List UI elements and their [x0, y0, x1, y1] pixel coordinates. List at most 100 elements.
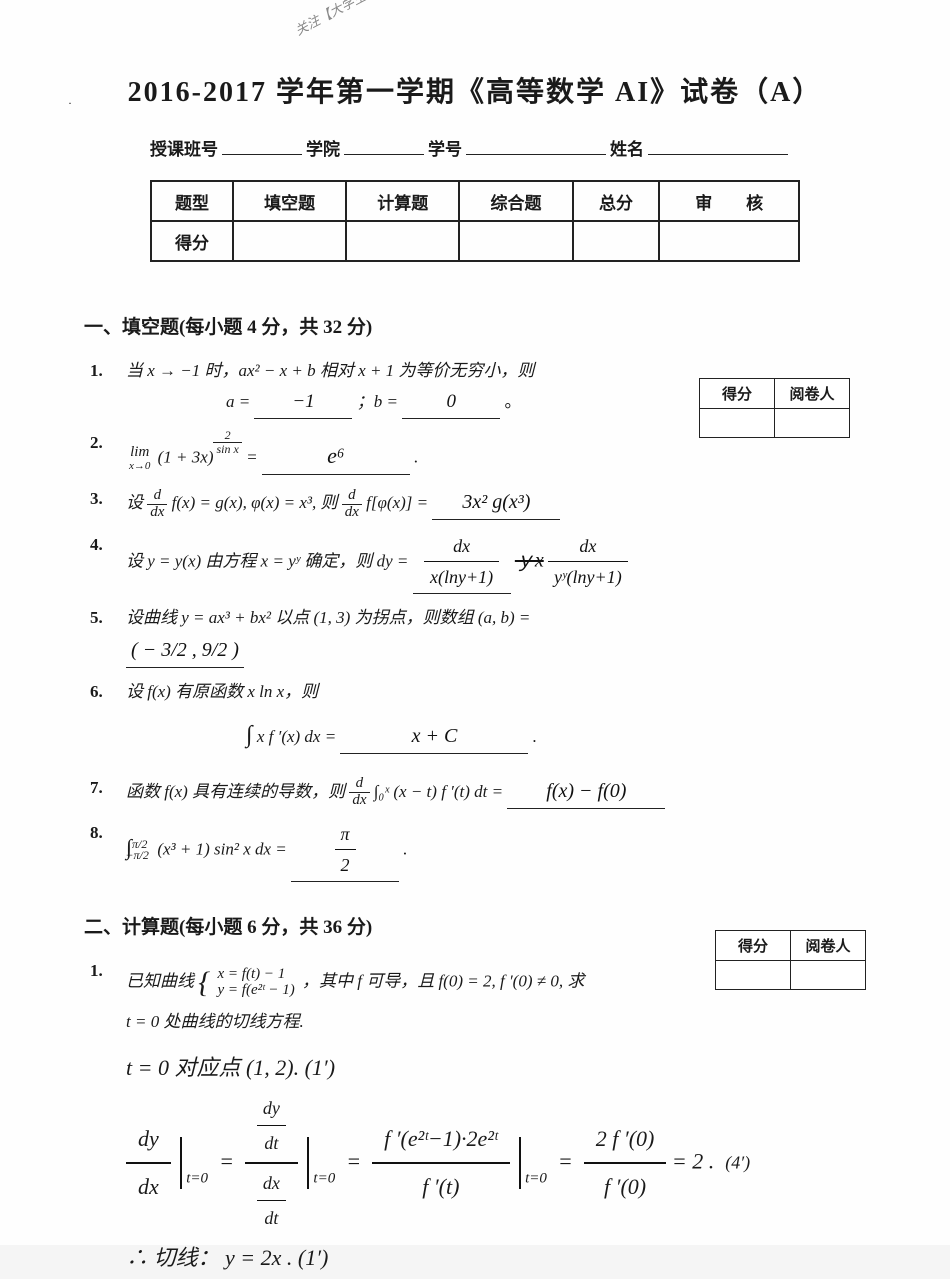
- brace-top: x = f(t) − 1: [215, 967, 298, 983]
- qbody: 设曲线 y = ax³ + bx² 以点 (1, 3) 为拐点，则数组 (a, …: [126, 604, 880, 668]
- hdr-type: 题型: [151, 181, 233, 221]
- q7-deriv: ∫₀ˣ (x − t) f ′(t) dt =: [374, 782, 508, 801]
- lim-sub: x→0: [126, 461, 153, 473]
- id-label: 学号: [428, 135, 462, 160]
- q8-body: (x³ + 1) sin² x dx =: [157, 839, 291, 858]
- q1-text-b: a =: [226, 392, 254, 411]
- hdr-review: 审 核: [659, 181, 799, 221]
- cell-blank[interactable]: [346, 221, 459, 261]
- score-box-2: 得分阅卷人: [715, 930, 866, 990]
- cell-blank[interactable]: [716, 961, 791, 990]
- qnum: 8.: [90, 819, 126, 848]
- work-line-2: dydx t=0 = dydt dxdt t=0 = f ′(e²ᵗ−1)·2e…: [126, 1089, 880, 1238]
- pts: (4′): [725, 1152, 750, 1172]
- q1-text-c: ；b =: [357, 392, 402, 411]
- work-line-3: ∴ 切线： y = 2x . (1′): [126, 1237, 880, 1279]
- qnum: 2.: [90, 429, 126, 458]
- class-blank[interactable]: [222, 137, 302, 155]
- hdr-total: 总分: [573, 181, 660, 221]
- exp-d: sin x: [213, 443, 241, 456]
- college-blank[interactable]: [344, 137, 424, 155]
- q7-ans[interactable]: f(x) − f(0): [507, 774, 665, 809]
- q5-ans[interactable]: ( − 3/2 , 9/2 ): [126, 633, 244, 668]
- q8-ans[interactable]: π2: [291, 819, 399, 882]
- eq2: = 2 .: [672, 1148, 714, 1173]
- q3-df2: f[φ(x)] =: [366, 493, 432, 512]
- hdr-comp: 综合题: [459, 181, 572, 221]
- c1-text3: t = 0 处曲线的切线方程.: [126, 1012, 304, 1031]
- qnum: 7.: [90, 774, 126, 803]
- q2-ans[interactable]: e⁶: [262, 437, 410, 475]
- table-row: 题型 填空题 计算题 综合题 总分 审 核: [151, 181, 799, 221]
- q3-a: 设: [126, 493, 147, 512]
- qnum: 6.: [90, 678, 126, 707]
- mini-score: 得分: [700, 379, 775, 409]
- cell-blank[interactable]: [459, 221, 572, 261]
- q1-ans-a[interactable]: −1: [254, 386, 352, 419]
- q4: 4. 设 y = y(x) 由方程 x = yʸ 确定，则 dy = dxx(l…: [90, 531, 880, 594]
- qnum: 4.: [90, 531, 126, 560]
- q3-dfx: f(x) = g(x), φ(x) = x³, 则: [172, 493, 342, 512]
- qnum: 1.: [90, 357, 126, 386]
- cell-blank[interactable]: [233, 221, 346, 261]
- c1-working: t = 0 对应点 (1, 2). (1′) dydx t=0 = dydt d…: [126, 1047, 880, 1279]
- cell-blank[interactable]: [775, 409, 850, 438]
- id-blank[interactable]: [466, 137, 606, 155]
- mini-reader: 阅卷人: [791, 931, 866, 961]
- q4-ans1[interactable]: dxx(lny+1): [413, 531, 511, 594]
- mini-reader: 阅卷人: [775, 379, 850, 409]
- watermark-text: 关注【大学生资料网】获取更多: [291, 0, 461, 39]
- q3: 3. 设 ddx f(x) = g(x), φ(x) = x³, 则 ddx f…: [90, 485, 880, 520]
- q5: 5. 设曲线 y = ax³ + bx² 以点 (1, 3) 为拐点，则数组 (…: [90, 604, 880, 668]
- c1-text1: 已知曲线: [126, 971, 198, 990]
- cell-blank[interactable]: [573, 221, 660, 261]
- q1-text-a: 当 x → −1 时，ax² − x + b 相对 x + 1 为等价无穷小，则: [126, 361, 534, 380]
- corner-mark: ·: [68, 96, 72, 111]
- q3-ans[interactable]: 3x² g(x³): [432, 485, 560, 520]
- mini-score: 得分: [716, 931, 791, 961]
- cell-blank[interactable]: [659, 221, 799, 261]
- q4-strike: ｙx: [515, 549, 544, 571]
- q4-text: 设 y = y(x) 由方程 x = yʸ 确定，则 dy =: [126, 551, 413, 570]
- q5-text: 设曲线 y = ax³ + bx² 以点 (1, 3) 为拐点，则数组 (a, …: [126, 608, 530, 627]
- score-box-1: 得分阅卷人: [699, 378, 850, 438]
- qbody: 函数 f(x) 具有连续的导数，则 ddx ∫₀ˣ (x − t) f ′(t)…: [126, 774, 880, 809]
- q1-ans-b[interactable]: 0: [402, 386, 500, 419]
- qbody: 设 y = y(x) 由方程 x = yʸ 确定，则 dy = dxx(lny+…: [126, 531, 880, 594]
- college-label: 学院: [306, 135, 340, 160]
- q7-text: 函数 f(x) 具有连续的导数，则: [126, 782, 349, 801]
- cell-blank[interactable]: [700, 409, 775, 438]
- name-blank[interactable]: [648, 137, 788, 155]
- brace-bot: y = f(e²ᵗ − 1): [215, 983, 298, 999]
- exp-n: 2: [213, 429, 241, 443]
- q4-ans2: dxyʸ(lny+1): [548, 549, 628, 571]
- q8: 8. ∫π/2−π/2 (x³ + 1) sin² x dx = π2 .: [90, 819, 880, 882]
- lo: −π/2: [125, 848, 148, 862]
- c1-text2: ，其中 f 可导，且 f(0) = 2, f ′(0) ≠ 0, 求: [302, 971, 584, 990]
- qnum: 5.: [90, 604, 126, 633]
- q2-expr: (1 + 3x): [158, 448, 214, 467]
- q6-int: x f ′(x) dx =: [257, 727, 341, 746]
- qnum: 1.: [90, 957, 126, 986]
- row-score-label: 得分: [151, 221, 233, 261]
- qbody: 设 f(x) 有原函数 x ln x，则 ∫ x f ′(x) dx = x +…: [126, 678, 880, 764]
- q6-ans[interactable]: x + C: [340, 719, 528, 754]
- exam-page: 关注【大学生资料网】获取更多 · 2016-2017 学年第一学期《高等数学 A…: [0, 0, 950, 1245]
- q6-text: 设 f(x) 有原函数 x ln x，则: [126, 682, 318, 701]
- work-line-1: t = 0 对应点 (1, 2). (1′): [126, 1047, 880, 1089]
- section-1-title: 一、填空题(每小题 4 分，共 32 分): [84, 312, 880, 339]
- hdr-calc: 计算题: [346, 181, 459, 221]
- name-label: 姓名: [610, 135, 644, 160]
- table-row: 得分: [151, 221, 799, 261]
- qbody: ∫π/2−π/2 (x³ + 1) sin² x dx = π2 .: [126, 819, 880, 882]
- q7: 7. 函数 f(x) 具有连续的导数，则 ddx ∫₀ˣ (x − t) f ′…: [90, 774, 880, 809]
- lim-block: lim x→0: [126, 445, 153, 472]
- q1-text-d: 。: [504, 392, 521, 411]
- lim: lim: [126, 445, 153, 461]
- student-info-line: 授课班号 学院 学号 姓名: [150, 135, 800, 160]
- qnum: 3.: [90, 485, 126, 514]
- hdr-fill: 填空题: [233, 181, 346, 221]
- cell-blank[interactable]: [791, 961, 866, 990]
- exam-title: 2016-2017 学年第一学期《高等数学 AI》试卷（A）: [70, 70, 880, 110]
- score-table: 题型 填空题 计算题 综合题 总分 审 核 得分: [150, 180, 800, 262]
